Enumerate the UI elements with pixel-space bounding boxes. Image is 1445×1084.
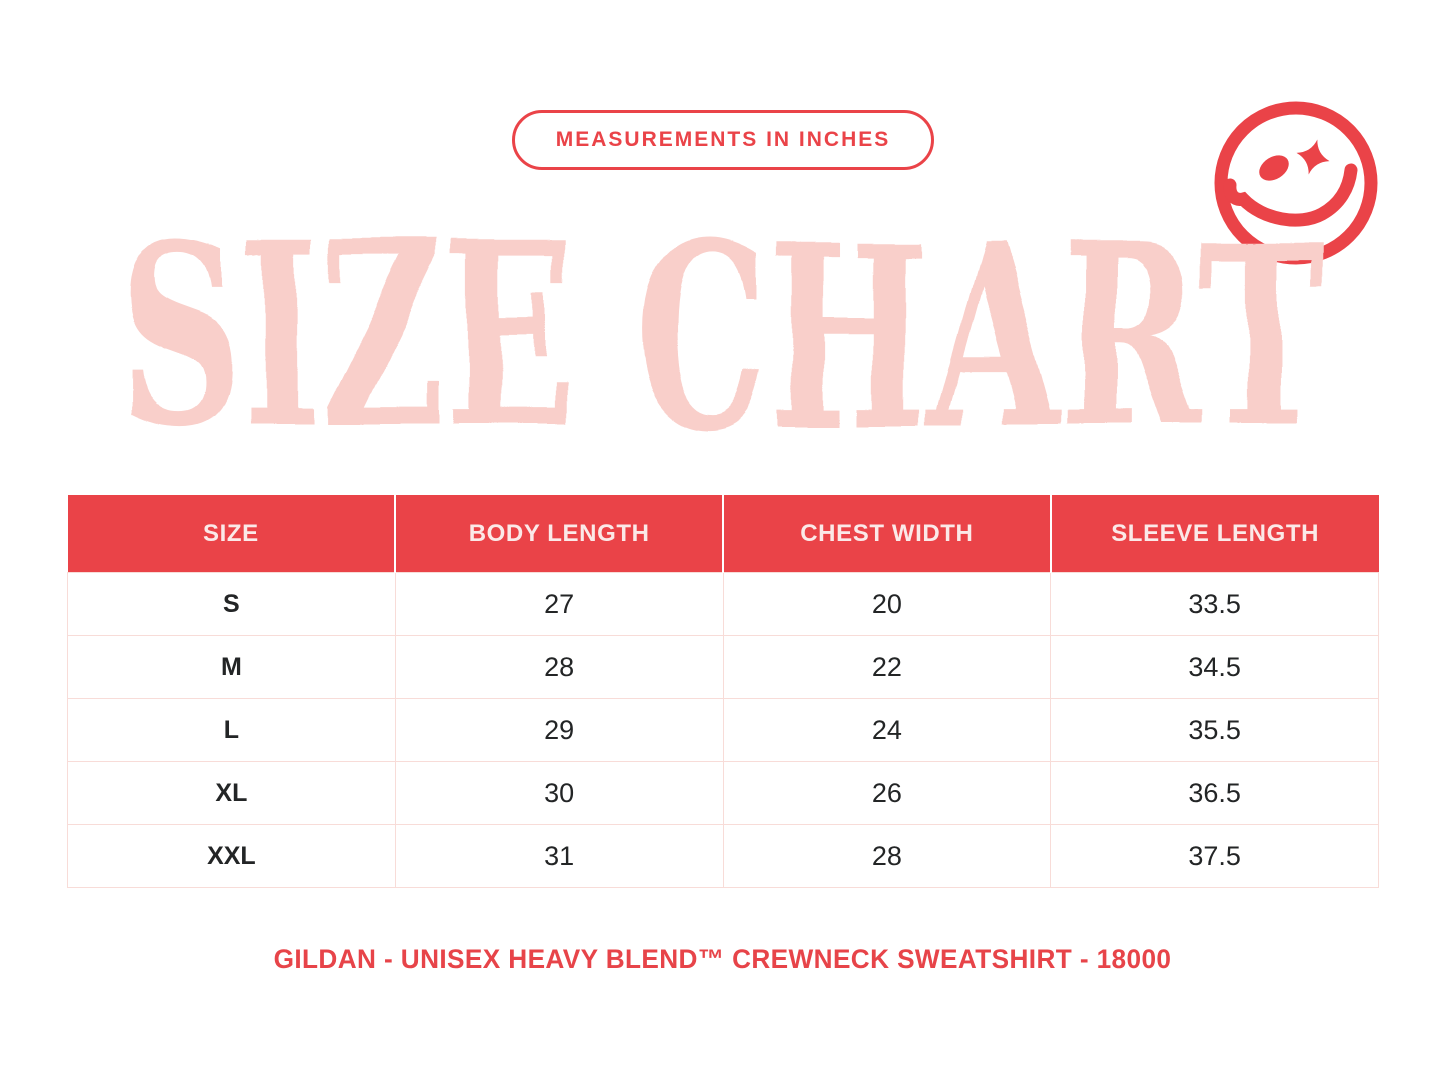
body-length-value: 29 bbox=[394, 698, 724, 762]
body-length-value: 27 bbox=[394, 572, 724, 636]
sleeve-length-value: 33.5 bbox=[1050, 572, 1379, 636]
chest-width-value: 26 bbox=[722, 761, 1052, 825]
table-row-xl: XL 30 26 36.5 bbox=[67, 761, 1379, 825]
size-label: L bbox=[67, 698, 396, 762]
body-length-value: 28 bbox=[394, 635, 724, 699]
table-row-m: M 28 22 34.5 bbox=[67, 635, 1379, 699]
body-length-value: 30 bbox=[394, 761, 724, 825]
smiley-left-eye bbox=[1259, 155, 1289, 181]
page-title: SIZE CHART bbox=[120, 188, 1325, 484]
measurements-badge-label: MEASUREMENTS IN INCHES bbox=[555, 128, 891, 151]
column-header-chest-width: CHEST WIDTH bbox=[723, 495, 1052, 573]
size-label: S bbox=[67, 572, 396, 636]
chest-width-value: 24 bbox=[722, 698, 1052, 762]
product-name-text: GILDAN - UNISEX HEAVY BLEND™ CREWNECK SW… bbox=[273, 944, 1172, 974]
size-chart-table: SIZE BODY LENGTH CHEST WIDTH SLEEVE LENG… bbox=[67, 495, 1379, 888]
size-label: XL bbox=[67, 761, 396, 825]
table-row-s: S 27 20 33.5 bbox=[67, 572, 1379, 636]
page-title-text: SIZE CHART bbox=[120, 188, 1325, 484]
sleeve-length-value: 36.5 bbox=[1050, 761, 1379, 825]
table-header: SIZE BODY LENGTH CHEST WIDTH SLEEVE LENG… bbox=[67, 495, 1379, 573]
column-header-size: SIZE bbox=[67, 495, 397, 573]
table-row-l: L 29 24 35.5 bbox=[67, 698, 1379, 762]
sleeve-length-value: 37.5 bbox=[1050, 824, 1379, 888]
column-header-body-length: BODY LENGTH bbox=[395, 495, 724, 573]
smiley-smile bbox=[1223, 163, 1358, 227]
sleeve-length-value: 34.5 bbox=[1050, 635, 1379, 699]
size-label: XXL bbox=[67, 824, 396, 888]
winking-smiley-icon bbox=[1214, 101, 1378, 265]
sleeve-length-value: 35.5 bbox=[1050, 698, 1379, 762]
smiley-sparkle-eye bbox=[1296, 139, 1330, 175]
chest-width-value: 20 bbox=[722, 572, 1052, 636]
size-label: M bbox=[67, 635, 396, 699]
table-body: S 27 20 33.5 M 28 22 34.5 L 29 24 35.5 X… bbox=[67, 572, 1379, 888]
body-length-value: 31 bbox=[394, 824, 724, 888]
chest-width-value: 22 bbox=[722, 635, 1052, 699]
table-row-xxl: XXL 31 28 37.5 bbox=[67, 824, 1379, 888]
table-header-row: SIZE BODY LENGTH CHEST WIDTH SLEEVE LENG… bbox=[67, 495, 1379, 573]
smiley-face-outline bbox=[1214, 101, 1378, 265]
measurements-badge: MEASUREMENTS IN INCHES bbox=[512, 110, 934, 170]
chest-width-value: 28 bbox=[722, 824, 1052, 888]
column-header-sleeve-length: SLEEVE LENGTH bbox=[1050, 495, 1379, 573]
